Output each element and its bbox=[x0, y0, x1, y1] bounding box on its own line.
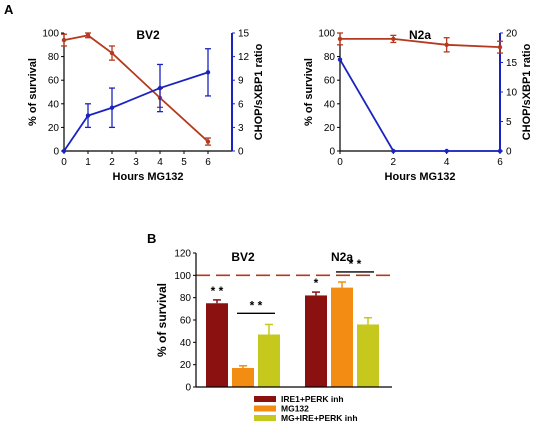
right-y-tick-label: 15 bbox=[506, 58, 518, 69]
right-y-tick-label: 9 bbox=[238, 76, 244, 87]
panel-label-b: B bbox=[147, 231, 156, 246]
right-y-tick-label: 5 bbox=[506, 117, 512, 128]
x-tick-label: 4 bbox=[157, 157, 163, 168]
bar bbox=[258, 334, 280, 387]
survival-series-line bbox=[340, 38, 501, 49]
y-tick-label: 60 bbox=[180, 316, 192, 327]
left-y-axis-label: % of survival bbox=[27, 58, 39, 126]
left-y-tick-label: 0 bbox=[53, 147, 59, 158]
legend-swatch bbox=[254, 415, 276, 421]
chop-sxbp1-data-point bbox=[337, 57, 343, 62]
right-y-tick-label: 3 bbox=[238, 123, 244, 134]
bar bbox=[206, 303, 228, 387]
left-y-tick-label: 20 bbox=[324, 123, 336, 134]
chop-sxbp1-data-point bbox=[85, 113, 91, 118]
chop-sxbp1-data-point bbox=[157, 85, 163, 91]
left-y-tick-label: 40 bbox=[48, 99, 60, 110]
left-y-tick-label: 20 bbox=[48, 123, 60, 134]
legend-label: MG+IRE+PERK inh bbox=[281, 413, 358, 423]
chop-sxbp1-data-point bbox=[205, 70, 211, 75]
right-y-tick-label: 6 bbox=[238, 99, 244, 110]
survival-data-point bbox=[205, 139, 211, 144]
legend-swatch bbox=[254, 405, 276, 412]
x-tick-label: 6 bbox=[205, 157, 211, 168]
chop-sxbp1-data-point bbox=[497, 148, 503, 154]
chart-title: BV2 bbox=[136, 28, 160, 42]
right-y-tick-label: 10 bbox=[506, 88, 518, 99]
survival-series-line bbox=[63, 34, 209, 143]
right-y-tick-label: 0 bbox=[506, 147, 512, 158]
left-y-tick-label: 40 bbox=[324, 99, 336, 110]
y-tick-label: 100 bbox=[174, 271, 191, 282]
right-y-tick-label: 20 bbox=[506, 29, 518, 40]
bar bbox=[357, 324, 379, 387]
y-tick-label: 40 bbox=[180, 338, 192, 349]
y-tick-label: 20 bbox=[180, 360, 192, 371]
survival-data-point bbox=[85, 33, 91, 38]
x-tick-label: 3 bbox=[133, 157, 139, 168]
chart-title: N2a bbox=[409, 28, 431, 42]
right-y-tick-label: 15 bbox=[238, 29, 250, 40]
chop-sxbp1-data-point bbox=[109, 105, 115, 110]
survival-data-point bbox=[391, 36, 396, 42]
y-tick-label: 80 bbox=[180, 293, 192, 304]
survival-data-point bbox=[61, 37, 67, 43]
bracket-stars: * * bbox=[349, 257, 362, 271]
right-y-axis-label: CHOP/sXBP1 ratio bbox=[253, 43, 265, 140]
left-y-tick-label: 80 bbox=[324, 52, 336, 63]
x-tick-label: 1 bbox=[85, 157, 91, 168]
left-y-tick-label: 100 bbox=[318, 29, 335, 40]
legend-swatch bbox=[254, 396, 276, 402]
legend-label: MG132 bbox=[281, 404, 309, 414]
right-y-tick-label: 0 bbox=[238, 147, 244, 158]
survival-data-point bbox=[444, 42, 449, 47]
x-tick-label: 2 bbox=[109, 157, 115, 168]
significance-stars: * bbox=[314, 276, 319, 290]
y-tick-label: 120 bbox=[174, 249, 191, 260]
x-axis-label: Hours MG132 bbox=[385, 171, 456, 183]
bracket-stars: * * bbox=[250, 298, 263, 312]
bar bbox=[232, 368, 254, 387]
group-title: BV2 bbox=[231, 250, 255, 264]
chop-sxbp1-series-line bbox=[339, 59, 500, 152]
x-tick-label: 5 bbox=[181, 157, 187, 168]
survival-data-point bbox=[109, 50, 115, 56]
panel-label-a: A bbox=[4, 2, 14, 17]
chop-sxbp1-series-line bbox=[63, 71, 209, 152]
left-y-tick-label: 80 bbox=[48, 52, 60, 63]
x-tick-label: 6 bbox=[497, 157, 503, 168]
chop-sxbp1-data-point bbox=[444, 148, 449, 154]
chop-sxbp1-data-point bbox=[391, 148, 396, 154]
group-title: N2a bbox=[331, 250, 353, 264]
x-tick-label: 0 bbox=[337, 157, 343, 168]
y-tick-label: 0 bbox=[185, 383, 191, 394]
significance-stars: * * bbox=[211, 284, 224, 298]
left-y-tick-label: 60 bbox=[324, 76, 336, 87]
survival-data-point bbox=[497, 44, 503, 50]
legend-label: IRE1+PERK inh bbox=[281, 394, 344, 404]
right-y-tick-label: 12 bbox=[238, 52, 250, 63]
bar bbox=[331, 287, 353, 387]
x-tick-label: 4 bbox=[444, 157, 450, 168]
survival-data-point bbox=[337, 36, 343, 42]
bar bbox=[305, 295, 327, 387]
y-axis-label: % of survival bbox=[155, 283, 169, 357]
right-y-axis-label: CHOP/sXBP1 ratio bbox=[521, 43, 533, 140]
x-tick-label: 2 bbox=[391, 157, 397, 168]
x-axis-label: Hours MG132 bbox=[113, 171, 184, 183]
left-y-tick-label: 100 bbox=[42, 29, 59, 40]
left-y-tick-label: 0 bbox=[329, 147, 335, 158]
left-y-tick-label: 60 bbox=[48, 76, 60, 87]
chop-sxbp1-data-point bbox=[61, 148, 67, 154]
left-y-axis-label: % of survival bbox=[303, 58, 315, 126]
x-tick-label: 0 bbox=[61, 157, 67, 168]
